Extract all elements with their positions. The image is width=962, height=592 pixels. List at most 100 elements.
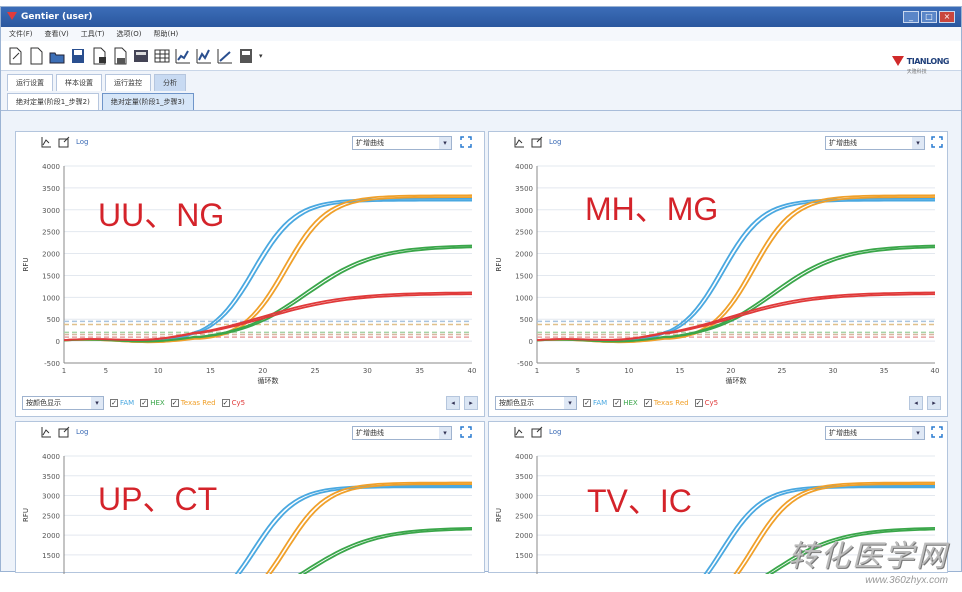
minimize-button[interactable]: _ (903, 11, 919, 23)
x-tick-label: 40 (468, 367, 477, 375)
chevron-down-icon: ▾ (912, 137, 924, 149)
amplification-chart-icon[interactable] (175, 47, 191, 65)
expand-icon[interactable] (460, 136, 472, 148)
series-hex-curve (302, 528, 472, 574)
target-label: UP、CT (98, 481, 218, 517)
export-chart-icon[interactable] (58, 426, 70, 438)
panel-header: Log (16, 422, 484, 442)
curve-type-select[interactable]: 扩增曲线 ▾ (825, 426, 925, 440)
chevron-down-icon: ▾ (564, 397, 576, 409)
close-button[interactable]: × (939, 11, 955, 23)
tab-run-settings[interactable]: 运行设置 (7, 74, 53, 91)
series-hex-curve (297, 527, 472, 574)
check-icon: ✓ (583, 399, 591, 407)
series-hex-curve (764, 527, 935, 574)
menu-view[interactable]: 查看(V) (44, 30, 69, 38)
channel-checkbox-fam[interactable]: ✓ FAM (110, 399, 134, 407)
app-window: Gentier (user) _ □ × 文件(F) 查看(V) 工具(T) 选… (0, 6, 962, 574)
y-axis-label: RFU (22, 508, 30, 522)
open-folder-icon[interactable] (49, 47, 65, 65)
next-icon[interactable]: ▸ (464, 396, 478, 410)
panel-header: Log (489, 132, 947, 152)
log-toggle[interactable]: Log (76, 138, 89, 146)
y-tick-label: 2500 (515, 512, 533, 520)
tab-run-monitor[interactable]: 运行监控 (105, 74, 151, 91)
expand-icon[interactable] (460, 426, 472, 438)
y-tick-label: 0 (529, 338, 533, 346)
series-hex-curve (769, 528, 935, 574)
y-tick-label: 500 (47, 316, 60, 324)
chart-panel-mh-mg: Log 扩增曲线 ▾ -500 0 500 1000 1500 2000 2500 3000 3… (488, 131, 948, 417)
channel-checkbox-cy5[interactable]: ✓ Cy5 (221, 399, 245, 407)
y-tick-label: 2000 (515, 532, 533, 540)
x-tick-label: 20 (726, 367, 735, 375)
grid-icon[interactable] (154, 47, 170, 65)
display-mode-select[interactable]: 按颜色显示 ▾ (495, 396, 577, 410)
tab-sample-settings[interactable]: 样本设置 (56, 74, 102, 91)
channel-checkbox-fam[interactable]: ✓ FAM (583, 399, 607, 407)
save-icon[interactable] (70, 47, 86, 65)
series-fam-curve (707, 486, 935, 574)
tab-quant-step2[interactable]: 绝对定量(阶段1_步骤2) (7, 93, 99, 110)
series-fam-curve (238, 486, 472, 574)
main-tabs: 运行设置 样本设置 运行监控 分析 (1, 71, 961, 91)
channel-checkbox-cy5[interactable]: ✓ Cy5 (694, 399, 718, 407)
curve-type-select[interactable]: 扩增曲线 ▾ (352, 426, 452, 440)
x-tick-label: 15 (206, 367, 215, 375)
prev-icon[interactable]: ◂ (909, 396, 923, 410)
channel-checkbox-hex[interactable]: ✓ HEX (140, 399, 165, 407)
menu-help[interactable]: 帮助(H) (153, 30, 179, 38)
y-tick-label: 3000 (515, 493, 533, 501)
report-icon[interactable] (238, 47, 254, 65)
y-tick-label: 4000 (42, 453, 60, 461)
y-tick-label: 2000 (515, 251, 533, 259)
channel-checkbox-texas-red[interactable]: ✓ Texas Red (170, 399, 216, 407)
channel-label: Texas Red (653, 399, 689, 407)
log-toggle[interactable]: Log (76, 428, 89, 436)
export-file-icon[interactable] (91, 47, 107, 65)
chart-panel-uu-ng: Log 扩增曲线 ▾ -500 0 500 1000 1500 2000 2500 3000 3… (15, 131, 485, 417)
check-icon: ✓ (613, 399, 622, 407)
prev-icon[interactable]: ◂ (446, 396, 460, 410)
log-toggle[interactable]: Log (549, 138, 562, 146)
curve-type-select[interactable]: 扩增曲线 ▾ (352, 136, 452, 150)
x-tick-label: 35 (880, 367, 889, 375)
channel-label: FAM (593, 399, 608, 407)
zoom-icon[interactable] (40, 426, 52, 438)
curve-type-value: 扩增曲线 (829, 139, 857, 147)
series-fam-curve (703, 484, 935, 574)
menu-options[interactable]: 选项(O) (116, 30, 142, 38)
zoom-icon[interactable] (513, 136, 525, 148)
melt-chart-icon[interactable] (196, 47, 212, 65)
display-mode-select[interactable]: 按颜色显示 ▾ (22, 396, 104, 410)
menu-tools[interactable]: 工具(T) (80, 30, 105, 38)
export-chart-icon[interactable] (531, 426, 543, 438)
channel-checkbox-texas-red[interactable]: ✓ Texas Red (643, 399, 689, 407)
report-dropdown-icon[interactable]: ▾ (259, 51, 263, 60)
blank-file-icon[interactable] (28, 47, 44, 65)
chart-panel-up-ct: Log 扩增曲线 ▾ 1500 2000 2500 3000 3500 4000 RFU U… (15, 421, 485, 574)
standard-curve-icon[interactable] (217, 47, 233, 65)
expand-icon[interactable] (931, 136, 943, 148)
new-file-icon[interactable] (7, 47, 23, 65)
zoom-icon[interactable] (513, 426, 525, 438)
curve-type-select[interactable]: 扩增曲线 ▾ (825, 136, 925, 150)
menu-file[interactable]: 文件(F) (9, 30, 33, 38)
next-icon[interactable]: ▸ (927, 396, 941, 410)
export-chart-icon[interactable] (531, 136, 543, 148)
zoom-icon[interactable] (40, 136, 52, 148)
x-tick-label: 1 (535, 367, 539, 375)
channel-label: HEX (150, 399, 165, 407)
toolbar: ▾ TIANLONG 天隆科技 (1, 41, 961, 75)
plate-icon[interactable] (133, 47, 149, 65)
tab-quant-step3[interactable]: 绝对定量(阶段1_步骤3) (101, 93, 194, 110)
channel-checkbox-hex[interactable]: ✓ HEX (613, 399, 638, 407)
print-icon[interactable] (112, 47, 128, 65)
maximize-button[interactable]: □ (921, 11, 937, 23)
expand-icon[interactable] (931, 426, 943, 438)
export-chart-icon[interactable] (58, 136, 70, 148)
tab-analysis[interactable]: 分析 (154, 74, 186, 91)
log-toggle[interactable]: Log (549, 428, 562, 436)
y-tick-label: 3500 (515, 185, 533, 193)
